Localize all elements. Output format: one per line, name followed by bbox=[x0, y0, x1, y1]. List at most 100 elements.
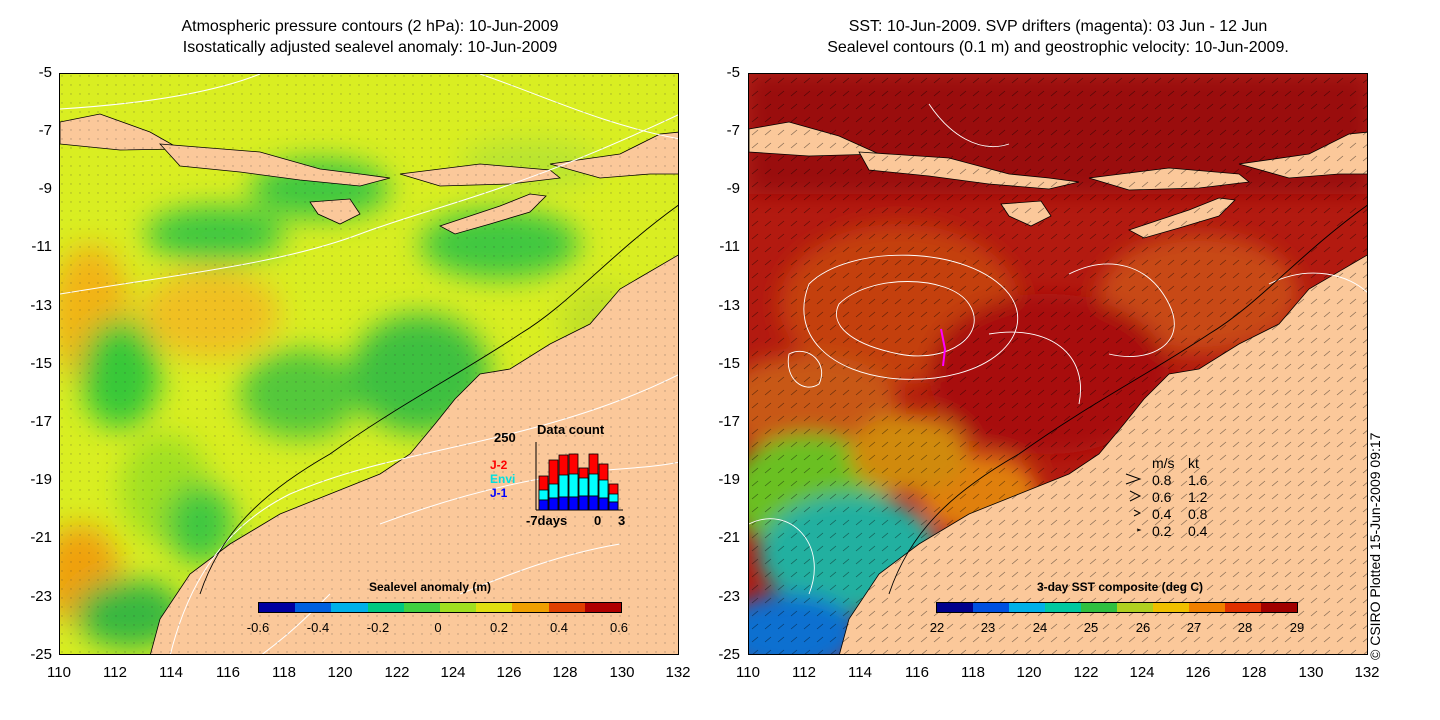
data-count-title: Data count bbox=[537, 422, 605, 437]
velocity-arrow-icon bbox=[1129, 490, 1142, 502]
right-y-tick: -19 bbox=[718, 471, 740, 488]
left-x-tick: 112 bbox=[103, 664, 127, 681]
geostrophic-velocity-arrows bbox=[749, 74, 1367, 654]
right-x-tick: 126 bbox=[1185, 664, 1211, 681]
left-x-tick: 122 bbox=[384, 664, 410, 681]
sst-colorbar-tick: 28 bbox=[1237, 620, 1253, 635]
data-count-histogram bbox=[535, 442, 623, 511]
velocity-legend-ms: 0.4 bbox=[1152, 506, 1172, 522]
sst-colorbar-segment bbox=[1225, 603, 1261, 612]
right-y-tick: -21 bbox=[718, 529, 740, 546]
altimeter-track-dots bbox=[60, 74, 678, 654]
right-y-tick: -9 bbox=[726, 180, 740, 197]
sst-map[interactable] bbox=[748, 73, 1368, 655]
left-x-tick: 126 bbox=[496, 664, 522, 681]
sst-colorbar-segment bbox=[1189, 603, 1225, 612]
left-y-tick: -25 bbox=[30, 646, 52, 663]
sealevel-colorbar-tick: 0.6 bbox=[609, 620, 629, 635]
data-count-series-j2: J-2 bbox=[490, 458, 508, 472]
left-y-tick: -21 bbox=[30, 529, 52, 546]
right-y-tick: -17 bbox=[718, 413, 740, 430]
copyright-note: © CSIRO Plotted 15-Jun-2009 09:17 bbox=[1367, 432, 1383, 660]
left-y-tick: -11 bbox=[31, 238, 52, 255]
sst-colorbar-tick: 23 bbox=[980, 620, 996, 635]
left-x-tick: 132 bbox=[665, 664, 691, 681]
sealevel-colorbar-tick: 0.4 bbox=[549, 620, 569, 635]
velocity-legend-arrows bbox=[1125, 473, 1142, 532]
sealevel-colorbar bbox=[258, 602, 622, 613]
left-x-tick: 128 bbox=[552, 664, 578, 681]
right-title-line1: SST: 10-Jun-2009. SVP drifters (magenta)… bbox=[848, 18, 1268, 35]
data-count-ymax: 250 bbox=[494, 430, 516, 445]
right-y-tick: -15 bbox=[718, 355, 740, 372]
sst-colorbar bbox=[936, 602, 1298, 613]
sealevel-colorbar-segment bbox=[512, 603, 549, 612]
velocity-legend-ms-header: m/s bbox=[1152, 455, 1175, 471]
left-y-tick: -5 bbox=[38, 64, 52, 81]
left-x-tick: 114 bbox=[159, 664, 183, 681]
sst-colorbar-tick: 25 bbox=[1083, 620, 1099, 635]
sealevel-anomaly-map[interactable] bbox=[59, 73, 679, 655]
right-x-tick: 118 bbox=[961, 664, 985, 681]
sst-colorbar-segment bbox=[1261, 603, 1297, 612]
left-x-tick: 120 bbox=[327, 664, 353, 681]
left-title-line2: Isostatically adjusted sealevel anomaly:… bbox=[182, 39, 558, 56]
sealevel-colorbar-segment bbox=[548, 603, 585, 612]
right-x-tick: 124 bbox=[1129, 664, 1155, 681]
sst-colorbar-segment bbox=[1153, 603, 1189, 612]
right-x-tick: 120 bbox=[1016, 664, 1042, 681]
velocity-legend-kt-header: kt bbox=[1188, 455, 1199, 471]
right-y-tick: -7 bbox=[726, 122, 740, 139]
right-x-tick: 122 bbox=[1073, 664, 1099, 681]
sst-black-contour bbox=[888, 204, 1367, 595]
sealevel-colorbar-tick: 0 bbox=[434, 620, 442, 635]
left-y-tick: -15 bbox=[30, 355, 52, 372]
sst-colorbar-segment bbox=[1081, 603, 1117, 612]
velocity-arrow-icon bbox=[1125, 473, 1142, 485]
sealevel-colorbar-label: Sealevel anomaly (m) bbox=[368, 580, 492, 594]
sst-colorbar-segment bbox=[973, 603, 1009, 612]
left-y-tick: -17 bbox=[30, 413, 52, 430]
data-count-x-end: 3 bbox=[618, 513, 626, 528]
sst-colorbar-segment bbox=[1117, 603, 1153, 612]
sst-colorbar-segment bbox=[937, 603, 973, 612]
sealevel-colorbar-segment bbox=[331, 603, 368, 612]
svp-drifter-track bbox=[940, 328, 947, 367]
left-x-tick: 130 bbox=[609, 664, 635, 681]
sst-colorbar-tick: 24 bbox=[1032, 620, 1048, 635]
sst-colorbar-tick: 29 bbox=[1289, 620, 1305, 635]
sst-colorbar-tick: 27 bbox=[1186, 620, 1202, 635]
left-x-tick: 124 bbox=[440, 664, 466, 681]
data-count-x-start: -7days bbox=[526, 513, 568, 528]
sst-colorbar-label: 3-day SST composite (deg C) bbox=[1036, 580, 1204, 594]
sealevel-colorbar-segment bbox=[367, 603, 404, 612]
right-x-tick: 132 bbox=[1354, 664, 1380, 681]
left-y-tick: -9 bbox=[38, 180, 52, 197]
sealevel-colorbar-tick: -0.4 bbox=[306, 620, 330, 635]
sealevel-colorbar-tick: -0.6 bbox=[246, 620, 270, 635]
left-y-tick: -23 bbox=[30, 588, 52, 605]
right-y-tick: -5 bbox=[726, 64, 740, 81]
right-y-tick: -23 bbox=[718, 588, 740, 605]
data-count-series-envi: Envi bbox=[490, 472, 516, 486]
right-x-tick: 110 bbox=[736, 664, 760, 681]
velocity-legend-kt: 1.6 bbox=[1188, 472, 1208, 488]
velocity-legend-kt: 1.2 bbox=[1188, 489, 1208, 505]
sealevel-colorbar-segment bbox=[476, 603, 513, 612]
left-y-tick: -7 bbox=[38, 122, 52, 139]
right-y-tick: -11 bbox=[719, 238, 740, 255]
left-x-tick: 116 bbox=[216, 664, 240, 681]
left-title-line1: Atmospheric pressure contours (2 hPa): 1… bbox=[181, 18, 559, 35]
velocity-arrow-icon bbox=[1136, 528, 1142, 532]
sealevel-contours bbox=[749, 103, 1367, 595]
sealevel-map-graphic bbox=[60, 74, 678, 654]
velocity-legend-kt: 0.4 bbox=[1188, 523, 1208, 539]
data-count-series-j1: J-1 bbox=[490, 486, 508, 500]
velocity-legend-ms: 0.8 bbox=[1152, 472, 1172, 488]
sealevel-colorbar-segment bbox=[295, 603, 332, 612]
right-x-tick: 130 bbox=[1298, 664, 1324, 681]
right-y-tick: -13 bbox=[718, 297, 740, 314]
sst-map-graphic bbox=[749, 74, 1367, 654]
right-x-tick: 114 bbox=[848, 664, 872, 681]
left-x-tick: 118 bbox=[272, 664, 296, 681]
